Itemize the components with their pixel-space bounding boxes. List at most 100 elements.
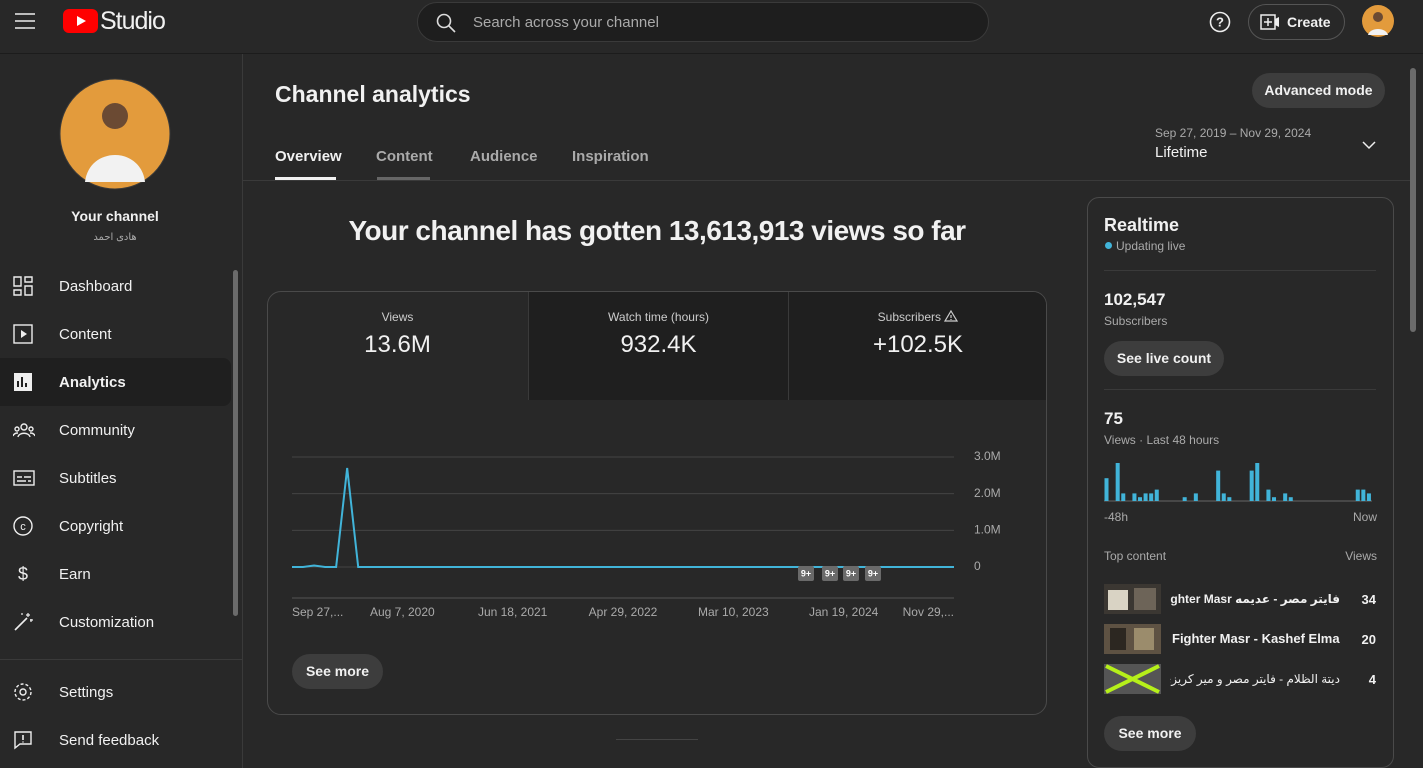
live-dot xyxy=(1105,242,1112,249)
channel-title: Your channel xyxy=(71,208,159,224)
nav-item[interactable]: Customization xyxy=(0,598,231,646)
x-tick-label: Nov 29,... xyxy=(903,605,954,619)
nav-label: Earn xyxy=(59,566,91,583)
nav-label: Customization xyxy=(59,614,155,631)
nav-item-active[interactable]: Analytics xyxy=(0,358,231,406)
views-header: Views xyxy=(1345,549,1377,563)
realtime-bar xyxy=(1143,493,1148,501)
annotation-label: 9+ xyxy=(801,568,811,578)
period-dropdown[interactable] xyxy=(1362,140,1376,150)
metric-value: +102.5K xyxy=(872,331,964,358)
metric-label: Subscribers xyxy=(789,309,1046,324)
advanced-mode-button[interactable]: Advanced mode xyxy=(1252,73,1385,108)
realtime-bar xyxy=(1216,470,1221,501)
nav-item[interactable]: Settings xyxy=(0,668,231,716)
top-content-row[interactable]: Fighter Masr - Kashef Elma... 20 xyxy=(1104,624,1376,654)
search-box[interactable]: Search across your channel xyxy=(417,2,989,42)
see-more-button[interactable]: See more xyxy=(292,654,383,689)
nav-label: Content xyxy=(59,326,112,343)
channel-avatar[interactable] xyxy=(59,78,171,190)
search-icon xyxy=(436,13,456,33)
svg-text:$: $ xyxy=(18,564,28,584)
realtime-end: Now xyxy=(1352,510,1377,524)
realtime-chart xyxy=(1104,463,1372,502)
views-chart: 0 1.0M 2.0M 3.0M Sep 27,... Aug 7, 2020 Jun 18… xyxy=(292,449,1001,619)
nav-icon xyxy=(13,470,35,486)
realtime-bar xyxy=(1227,497,1232,501)
metric-tab[interactable]: Watch time (hours) 932.4K xyxy=(528,292,788,400)
period[interactable]: Lifetime xyxy=(1155,144,1208,161)
nav-item[interactable]: $ Earn xyxy=(0,550,231,598)
main-scrollbar[interactable] xyxy=(1410,68,1416,332)
realtime-bar xyxy=(1249,470,1254,501)
top-content-row[interactable]: فايتر مصر - عديمه Fighter Masr... 34 xyxy=(1104,584,1376,614)
tab[interactable]: Content xyxy=(376,148,433,165)
divider xyxy=(1104,389,1376,390)
thumbnail xyxy=(1104,624,1161,654)
nav-item[interactable]: Community xyxy=(0,406,231,454)
metric-tab-active[interactable]: Views 13.6M xyxy=(268,292,527,400)
annotation-label: 9+ xyxy=(825,568,835,578)
nav-label: Community xyxy=(59,422,135,439)
y-tick-label: 2.0M xyxy=(974,486,1001,500)
svg-text:c: c xyxy=(20,521,26,533)
top-content-row[interactable]: ديتة الظلام - فايتر مصر و مير كريزي... 4 xyxy=(1104,664,1376,694)
nav-item[interactable]: Content xyxy=(0,310,231,358)
overview-card: Views 13.6M Watch time (hours) 932.4K Su… xyxy=(267,291,1047,715)
x-tick-label: Mar 10, 2023 xyxy=(698,605,769,619)
x-tick-label: Aug 7, 2020 xyxy=(370,605,435,619)
sidebar: Your channel هادى احمد Dashboard Content… xyxy=(0,54,243,768)
annotation-badge xyxy=(798,566,814,581)
tab[interactable]: Inspiration xyxy=(572,148,649,165)
thumbnail xyxy=(1104,664,1161,694)
divider xyxy=(1104,270,1376,271)
metric-value: 13.6M xyxy=(364,331,431,358)
y-tick-label: 0 xyxy=(974,559,981,573)
tab-hover-underline xyxy=(377,177,430,180)
nav-item[interactable]: Dashboard xyxy=(0,262,231,310)
create-button[interactable]: Create xyxy=(1248,4,1345,40)
nav-icon xyxy=(14,731,32,750)
realtime-bar xyxy=(1266,489,1271,501)
top-content-views: 34 xyxy=(1361,592,1376,607)
help-icon[interactable]: ? xyxy=(1209,11,1231,33)
realtime-bar xyxy=(1154,489,1159,501)
live-count-button[interactable]: See live count xyxy=(1104,341,1224,376)
realtime-bar xyxy=(1272,497,1277,501)
account-avatar[interactable] xyxy=(1362,5,1394,37)
carousel-indicator xyxy=(616,739,698,740)
nav-label: Subtitles xyxy=(59,470,117,487)
search-placeholder: Search across your channel xyxy=(473,14,659,31)
nav-icon xyxy=(13,276,33,296)
menu-icon[interactable] xyxy=(15,13,35,29)
realtime-bar xyxy=(1221,493,1226,501)
nav-item[interactable]: c Copyright xyxy=(0,502,231,550)
nav-item[interactable]: Subtitles xyxy=(0,454,231,502)
realtime-bar xyxy=(1366,493,1371,501)
metric-label-text: Subscribers xyxy=(877,310,941,324)
realtime-bar xyxy=(1149,493,1154,501)
subscriber-count: 102,547 xyxy=(1104,290,1166,309)
metric-tab[interactable]: Subscribers +102.5K xyxy=(788,292,1046,400)
nav-item[interactable]: Send feedback xyxy=(0,716,231,764)
channel-name: هادى احمد xyxy=(93,232,137,243)
page-title: Channel analytics xyxy=(275,81,471,107)
create-label: Create xyxy=(1287,14,1331,30)
y-tick-label: 3.0M xyxy=(974,449,1001,463)
nav-label: Analytics xyxy=(59,374,126,391)
thumbnail xyxy=(1104,584,1161,614)
sidebar-scrollbar[interactable] xyxy=(233,270,238,616)
nav-label: Dashboard xyxy=(59,278,133,295)
realtime-status: Updating live xyxy=(1116,239,1186,253)
nav-icon xyxy=(13,423,35,438)
nav-icon xyxy=(13,324,33,344)
realtime-see-more-button[interactable]: See more xyxy=(1104,716,1196,751)
tab-active[interactable]: Overview xyxy=(275,148,342,165)
warning-icon[interactable] xyxy=(944,309,959,322)
logo-text[interactable]: Studio xyxy=(100,7,166,35)
realtime-bar xyxy=(1182,497,1187,501)
nav-label: Send feedback xyxy=(59,732,160,749)
logo-icon[interactable] xyxy=(63,9,98,33)
tab[interactable]: Audience xyxy=(470,148,538,165)
